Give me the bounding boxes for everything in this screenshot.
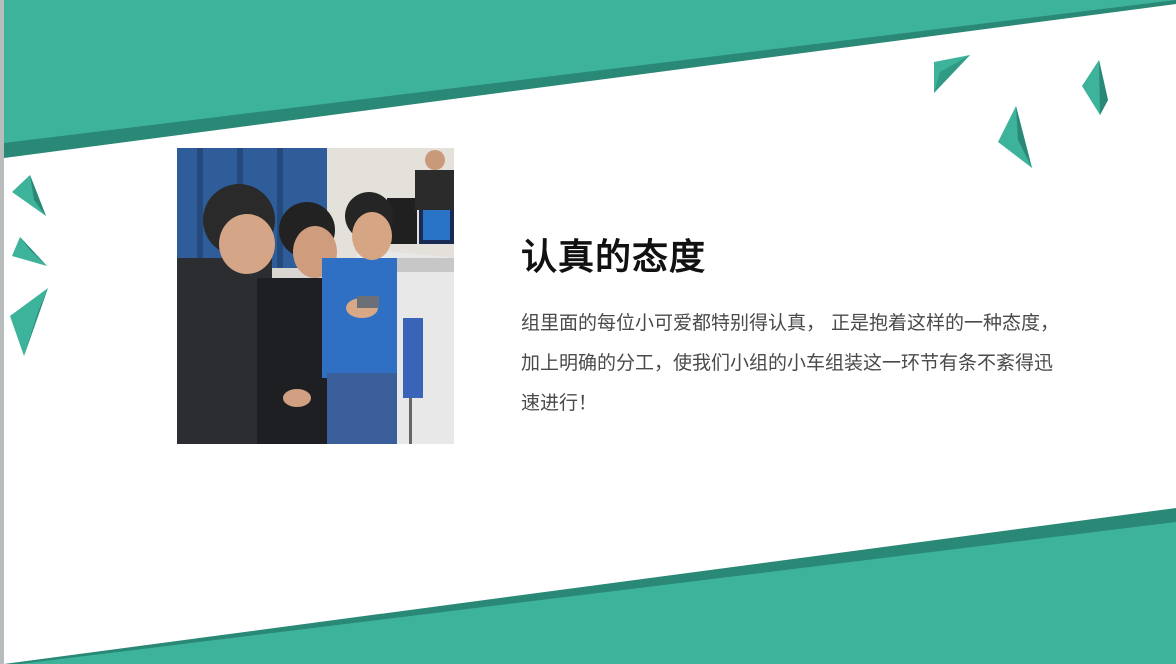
team-photo <box>177 148 454 444</box>
shard-icon <box>934 55 970 93</box>
shard-icon <box>12 175 46 216</box>
shard-icon <box>998 106 1032 168</box>
shard-icon <box>10 288 48 356</box>
slide-left-edge <box>0 0 4 664</box>
slide-body-text: 组里面的每位小可爱都特别得认真， 正是抱着这样的一种态度，加上明确的分工，使我们… <box>521 312 1060 414</box>
shard-icon <box>1082 60 1108 115</box>
team-photo-image <box>177 148 454 444</box>
top-band <box>4 0 1176 143</box>
shard-icon <box>12 237 47 266</box>
slide-title: 认真的态度 <box>521 237 707 278</box>
bottom-band <box>20 522 1176 664</box>
